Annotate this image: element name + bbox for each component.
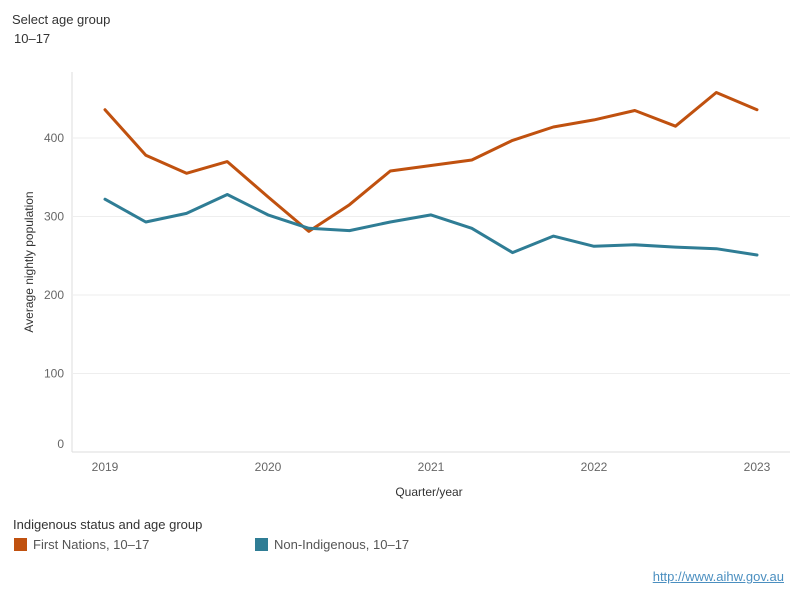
non-indigenous-series-line[interactable] [103,193,759,257]
x-tick-label: 2020 [255,460,282,474]
source-link[interactable]: http://www.aihw.gov.au [652,569,784,584]
first-nations-swatch-icon [14,537,27,551]
legend-label-first-nations: First Nations, 10–17 [33,536,150,552]
y-tick-label: 400 [44,131,64,145]
y-axis-title: Average nightly population [22,191,36,332]
age-group-selector[interactable]: 10–17 [14,31,51,46]
age-group-filter-label: Select age group [12,12,111,27]
first-nations-series-line[interactable] [103,91,759,233]
y-tick-label: 200 [44,288,64,302]
non-indigenous-swatch-icon [255,537,268,551]
x-tick-label: 2023 [744,460,771,474]
x-tick-label: 2022 [581,460,608,474]
legend-item-first-nations[interactable]: First Nations, 10–17 [14,536,149,552]
y-tick-label: 0 [57,437,64,451]
x-tick-label: 2021 [418,460,445,474]
legend-title: Indigenous status and age group [13,517,203,532]
y-tick-label: 100 [44,367,64,381]
legend-item-non-indigenous[interactable]: Non-Indigenous, 10–17 [255,536,409,552]
x-tick-label: 2019 [92,460,119,474]
x-axis-title: Quarter/year [395,485,462,499]
y-tick-label: 300 [44,210,64,224]
legend-label-non-indigenous: Non-Indigenous, 10–17 [274,536,410,552]
